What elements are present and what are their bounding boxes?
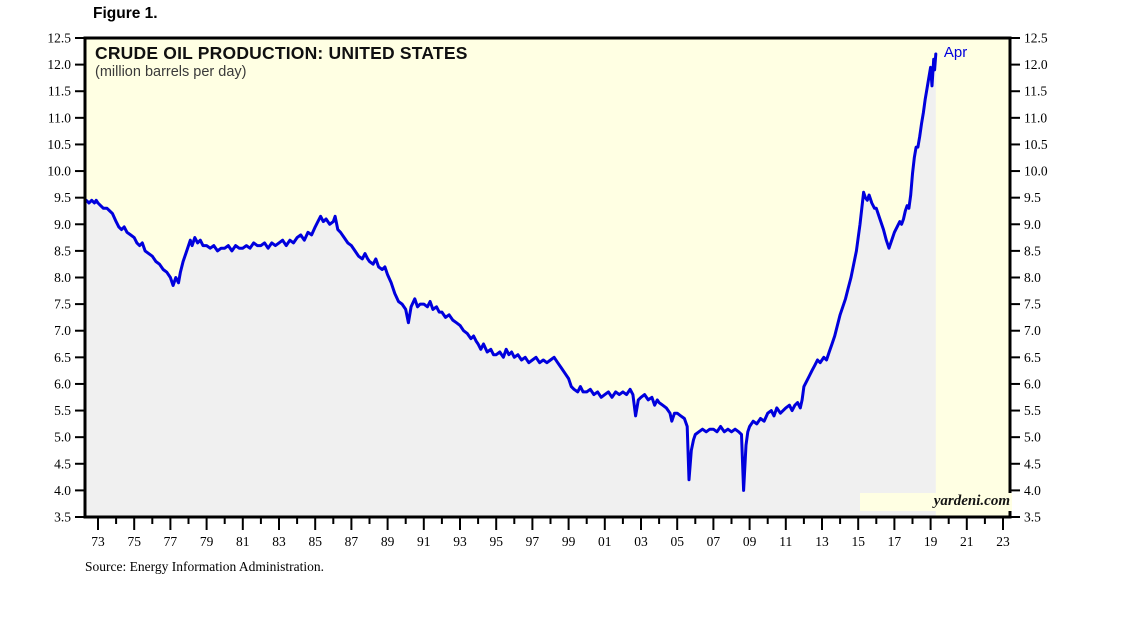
production-line: [84, 52, 938, 492]
x-tick-label: 73: [91, 534, 105, 549]
x-tick-label: 19: [924, 534, 938, 549]
x-tick-label: 23: [996, 534, 1010, 549]
y-tick-label-right: 12.0: [1024, 57, 1048, 72]
source-note: Source: Energy Information Administratio…: [85, 559, 324, 574]
x-tick-label: 87: [345, 534, 359, 549]
x-tick-label: 89: [381, 534, 395, 549]
y-tick-label-left: 8.0: [54, 270, 71, 285]
x-tick-label: 03: [634, 534, 648, 549]
y-tick-label-left: 12.0: [47, 57, 71, 72]
y-tick-label-left: 10.5: [47, 137, 71, 152]
y-tick-label-right: 8.5: [1024, 243, 1041, 258]
y-tick-label-left: 11.5: [48, 84, 71, 99]
figure-label: Figure 1.: [93, 5, 158, 22]
x-tick-label: 81: [236, 534, 250, 549]
y-tick-label-left: 7.5: [54, 297, 71, 312]
x-tick-label: 93: [453, 534, 467, 549]
x-tick-label: 21: [960, 534, 974, 549]
plot-frame: [83, 36, 1012, 519]
y-tick-label-right: 7.0: [1024, 323, 1041, 338]
area-under-line: [86, 54, 936, 517]
chart-subtitle: (million barrels per day): [95, 64, 247, 80]
y-tick-label-left: 6.0: [54, 376, 71, 391]
y-tick-label-left: 9.5: [54, 190, 71, 205]
x-tick-label: 97: [526, 534, 540, 549]
x-tick-label: 05: [670, 534, 684, 549]
x-tick-label: 17: [888, 534, 902, 549]
x-tick-label: 85: [308, 534, 322, 549]
y-tick-label-right: 11.5: [1024, 84, 1047, 99]
y-tick-label-left: 4.0: [54, 483, 71, 498]
y-tick-label-left: 5.0: [54, 430, 71, 445]
y-tick-label-right: 9.5: [1024, 190, 1041, 205]
x-tick-label: 91: [417, 534, 431, 549]
chart-title: CRUDE OIL PRODUCTION: UNITED STATES: [95, 43, 468, 63]
y-tick-label-right: 10.5: [1024, 137, 1048, 152]
y-tick-label-right: 4.0: [1024, 483, 1041, 498]
y-tick-label-left: 3.5: [54, 510, 71, 525]
y-tick-label-right: 8.0: [1024, 270, 1041, 285]
y-tick-label-right: 11.0: [1024, 110, 1047, 125]
y-tick-label-left: 6.5: [54, 350, 71, 365]
y-tick-label-right: 12.5: [1024, 31, 1048, 46]
y-tick-label-right: 9.0: [1024, 217, 1041, 232]
y-tick-label-right: 5.5: [1024, 403, 1041, 418]
x-tick-label: 75: [127, 534, 141, 549]
x-tick-label: 79: [200, 534, 214, 549]
y-tick-label-right: 6.5: [1024, 350, 1041, 365]
y-tick-label-left: 10.0: [47, 164, 71, 179]
x-tick-label: 09: [743, 534, 757, 549]
y-tick-label-right: 3.5: [1024, 510, 1041, 525]
x-tick-label: 13: [815, 534, 829, 549]
y-tick-label-right: 5.0: [1024, 430, 1041, 445]
x-tick-label: 83: [272, 534, 286, 549]
y-tick-label-right: 4.5: [1024, 456, 1041, 471]
last-point-annotation: Apr: [943, 43, 968, 61]
x-tick-label: 95: [489, 534, 503, 549]
x-tick-label: 77: [164, 534, 178, 549]
x-tick-label: 11: [779, 534, 792, 549]
x-tick-label: 15: [851, 534, 865, 549]
watermark: yardeni.com: [860, 493, 1012, 511]
y-tick-label-right: 10.0: [1024, 164, 1048, 179]
y-tick-label-left: 9.0: [54, 217, 71, 232]
y-tick-label-left: 5.5: [54, 403, 71, 418]
y-tick-label-left: 7.0: [54, 323, 71, 338]
x-tick-label: 07: [707, 534, 721, 549]
y-tick-label-left: 8.5: [54, 243, 71, 258]
y-tick-label-left: 4.5: [54, 456, 71, 471]
x-tick-label: 01: [598, 534, 612, 549]
y-tick-label-right: 7.5: [1024, 297, 1041, 312]
x-tick-label: 99: [562, 534, 576, 549]
y-tick-label-left: 12.5: [47, 31, 71, 46]
y-tick-label-left: 11.0: [48, 110, 71, 125]
y-tick-label-right: 6.0: [1024, 376, 1041, 391]
